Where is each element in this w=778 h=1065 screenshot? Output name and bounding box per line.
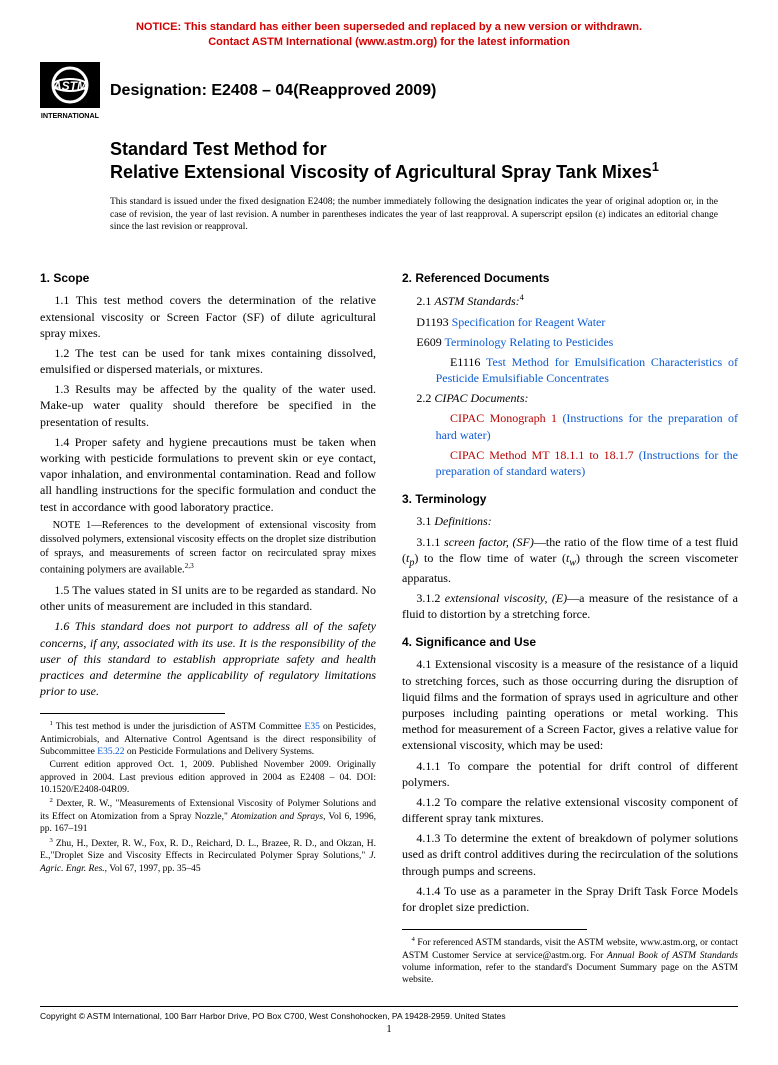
designation: Designation: E2408 – 04(Reapproved 2009)	[110, 82, 436, 100]
para-1-6-text: 1.6 This standard does not purport to ad…	[40, 619, 376, 698]
footnote-divider-right	[402, 929, 587, 930]
refdocs-heading: 2. Referenced Documents	[402, 270, 738, 286]
s22-ital: CIPAC Documents:	[434, 391, 528, 405]
fn2-c: Atomization and Sprays	[231, 812, 323, 822]
cipac2-code[interactable]: CIPAC Method MT 18.1.1 to 18.1.7	[450, 448, 639, 462]
para-4-1-1: 4.1.1 To compare the potential for drift…	[402, 758, 738, 790]
footnote-2: 2 Dexter, R. W., "Measurements of Extens…	[40, 797, 376, 835]
title-block: Standard Test Method for Relative Extens…	[110, 138, 738, 184]
ref-d1193: D1193 Specification for Reagent Water	[402, 314, 738, 330]
issuance-note: This standard is issued under the fixed …	[110, 196, 738, 234]
para-1-1: 1.1 This test method covers the determin…	[40, 292, 376, 341]
s31-label: 3.1	[416, 514, 434, 528]
footnote-divider-left	[40, 713, 225, 714]
left-column: 1. Scope 1.1 This test method covers the…	[40, 258, 376, 988]
s311b: screen factor, (SF)	[444, 535, 534, 549]
terminology-heading: 3. Terminology	[402, 491, 738, 507]
d1193-link[interactable]: Specification for Reagent Water	[452, 315, 606, 329]
para-1-6: 1.6 This standard does not purport to ad…	[40, 618, 376, 699]
footnote-4: 4 For referenced ASTM standards, visit t…	[402, 936, 738, 987]
note1-sup: 2,3	[185, 561, 194, 570]
page: NOTICE: This standard has either been su…	[0, 0, 778, 1065]
title-super: 1	[652, 160, 659, 174]
astm-logo-icon: ASTM INTERNATIONAL	[40, 62, 100, 120]
note-1: NOTE 1—References to the development of …	[40, 519, 376, 578]
svg-text:ASTM: ASTM	[52, 79, 88, 93]
significance-heading: 4. Significance and Use	[402, 634, 738, 650]
ref-e1116: E1116 Test Method for Emulsification Cha…	[402, 354, 738, 386]
fn3-b: Zhu, H., Dexter, R. W., Fox, R. D., Reic…	[40, 839, 376, 861]
fn4-c: Annual Book of ASTM Standards	[607, 951, 738, 961]
fn1-b: This test method is under the jurisdicti…	[53, 722, 305, 732]
para-1-2: 1.2 The test can be used for tank mixes …	[40, 345, 376, 377]
title-line2: Relative Extensional Viscosity of Agricu…	[110, 162, 652, 182]
s21-ital: ASTM Standards:	[434, 294, 519, 308]
para-1-5: 1.5 The values stated in SI units are to…	[40, 582, 376, 614]
notice-line1: NOTICE: This standard has either been su…	[136, 21, 642, 33]
para-4-1: 4.1 Extensional viscosity is a measure o…	[402, 656, 738, 753]
s21-sup: 4	[520, 293, 524, 302]
svg-text:INTERNATIONAL: INTERNATIONAL	[41, 111, 100, 120]
notice-line2: Contact ASTM International (www.astm.org…	[208, 36, 570, 48]
fn3-d: , Vol 67, 1997, pp. 35–45	[105, 864, 201, 874]
d1193-code: D1193	[416, 315, 451, 329]
footnote-1: 1 This test method is under the jurisdic…	[40, 720, 376, 758]
para-4-1-2: 4.1.2 To compare the relative extensiona…	[402, 794, 738, 826]
ref-cipac2: CIPAC Method MT 18.1.1 to 18.1.7 (Instru…	[402, 447, 738, 479]
ref-e609: E609 Terminology Relating to Pesticides	[402, 334, 738, 350]
para-3-1-2: 3.1.2 extensional viscosity, (E)—a measu…	[402, 590, 738, 622]
para-2-2: 2.2 CIPAC Documents:	[402, 390, 738, 406]
s21-label: 2.1	[416, 294, 434, 308]
para-1-4: 1.4 Proper safety and hygiene precaution…	[40, 434, 376, 515]
ref-cipac1: CIPAC Monograph 1 (Instructions for the …	[402, 410, 738, 442]
fn1-link2[interactable]: E35.22	[97, 747, 124, 757]
e1116-code: E1116	[450, 355, 486, 369]
fn4-d: volume information, refer to the standar…	[402, 963, 738, 985]
fn1-f: on Pesticide Formulations and Delivery S…	[124, 747, 314, 757]
title-line1: Standard Test Method for	[110, 139, 327, 159]
page-footer: Copyright © ASTM International, 100 Barr…	[40, 1006, 738, 1035]
s22-label: 2.2	[416, 391, 434, 405]
fn1-link1[interactable]: E35	[305, 722, 320, 732]
s31-ital: Definitions:	[434, 514, 491, 528]
footnotes-left: 1 This test method is under the jurisdic…	[40, 720, 376, 875]
copyright: Copyright © ASTM International, 100 Barr…	[40, 1011, 506, 1021]
e609-link[interactable]: Terminology Relating to Pesticides	[445, 335, 614, 349]
scope-heading: 1. Scope	[40, 270, 376, 286]
para-1-3: 1.3 Results may be affected by the quali…	[40, 381, 376, 430]
footnotes-right: 4 For referenced ASTM standards, visit t…	[402, 936, 738, 987]
para-4-1-3: 4.1.3 To determine the extent of breakdo…	[402, 830, 738, 879]
s312b: extensional viscosity, (E)	[445, 591, 567, 605]
s312a: 3.1.2	[416, 591, 444, 605]
para-2-1: 2.1 ASTM Standards:4	[402, 292, 738, 309]
header-row: ASTM INTERNATIONAL Designation: E2408 – …	[40, 62, 738, 120]
notice-banner: NOTICE: This standard has either been su…	[40, 20, 738, 50]
para-3-1-1: 3.1.1 screen factor, (SF)—the ratio of t…	[402, 534, 738, 586]
s311f: ) to the flow time of water (	[414, 551, 566, 565]
cipac1-code[interactable]: CIPAC Monograph 1	[450, 411, 562, 425]
note1-label: NOTE 1—	[53, 520, 102, 531]
para-4-1-4: 4.1.4 To use as a parameter in the Spray…	[402, 883, 738, 915]
s311a: 3.1.1	[416, 535, 444, 549]
footnote-1b: Current edition approved Oct. 1, 2009. P…	[40, 759, 376, 796]
footnote-3: 3 Zhu, H., Dexter, R. W., Fox, R. D., Re…	[40, 837, 376, 875]
body-columns: 1. Scope 1.1 This test method covers the…	[40, 258, 738, 988]
para-3-1: 3.1 Definitions:	[402, 513, 738, 529]
page-number: 1	[40, 1023, 738, 1035]
e609-code: E609	[416, 335, 444, 349]
right-column: 2. Referenced Documents 2.1 ASTM Standar…	[402, 258, 738, 988]
